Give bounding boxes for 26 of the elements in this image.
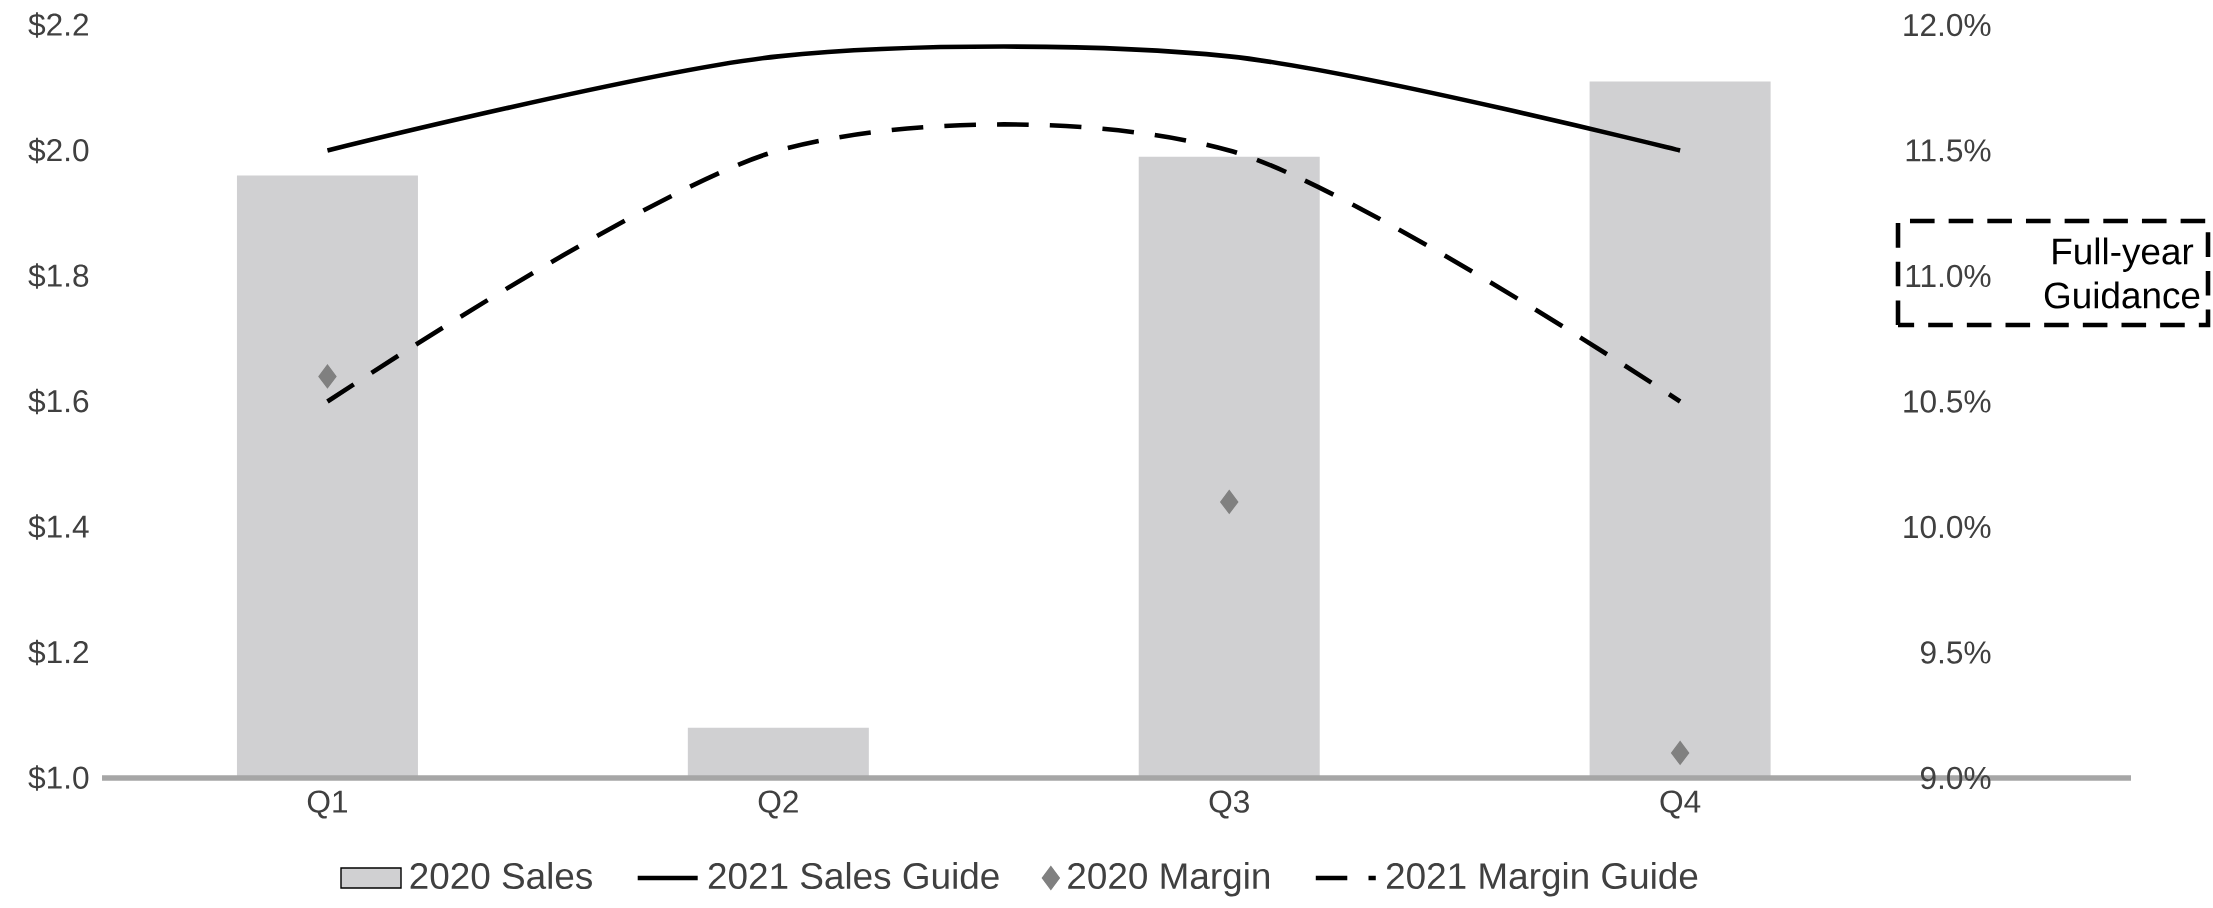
point: [1220, 489, 1239, 514]
y-tick-label: $1.6: [28, 388, 89, 415]
x-tick-label: Q3: [1209, 790, 1249, 819]
point: [318, 364, 337, 389]
y2-tick-label: 11.0%: [1906, 264, 1991, 288]
legend-label: 2020 Margin: [1068, 862, 1270, 897]
y2-tick-label: 9.5%: [1920, 641, 1991, 664]
x-tick-label: Q1: [307, 790, 347, 819]
point: [1670, 740, 1690, 765]
y-tick-label: $1.8: [28, 263, 89, 289]
y2-tick-label: 10.5%: [1904, 390, 1991, 413]
y-tick-label: $2.2: [28, 12, 88, 38]
y2-tick-label: 12.0%: [1904, 13, 1991, 37]
annotation: Full-year Guidance: [2044, 237, 2200, 309]
x-tick-label: Q4: [1660, 790, 1701, 819]
y-tick-label: $1.4: [28, 514, 89, 540]
y2-tick-label: 11.5%: [1906, 139, 1991, 162]
x-tick-label: Q2: [758, 790, 798, 819]
y2-tick-label: 9.0%: [1920, 766, 1991, 790]
legend-label: 2020 Sales: [410, 862, 592, 890]
y-tick-label: $2.0: [28, 137, 89, 164]
y2-tick-label: 10.0%: [1904, 515, 1991, 539]
legend-label: 2021 Margin Guide: [1386, 862, 1698, 897]
legend-label: 2021 Sales Guide: [708, 862, 999, 890]
y-tick-label: $1.0: [28, 765, 89, 791]
y-tick-label: $1.2: [28, 639, 88, 666]
